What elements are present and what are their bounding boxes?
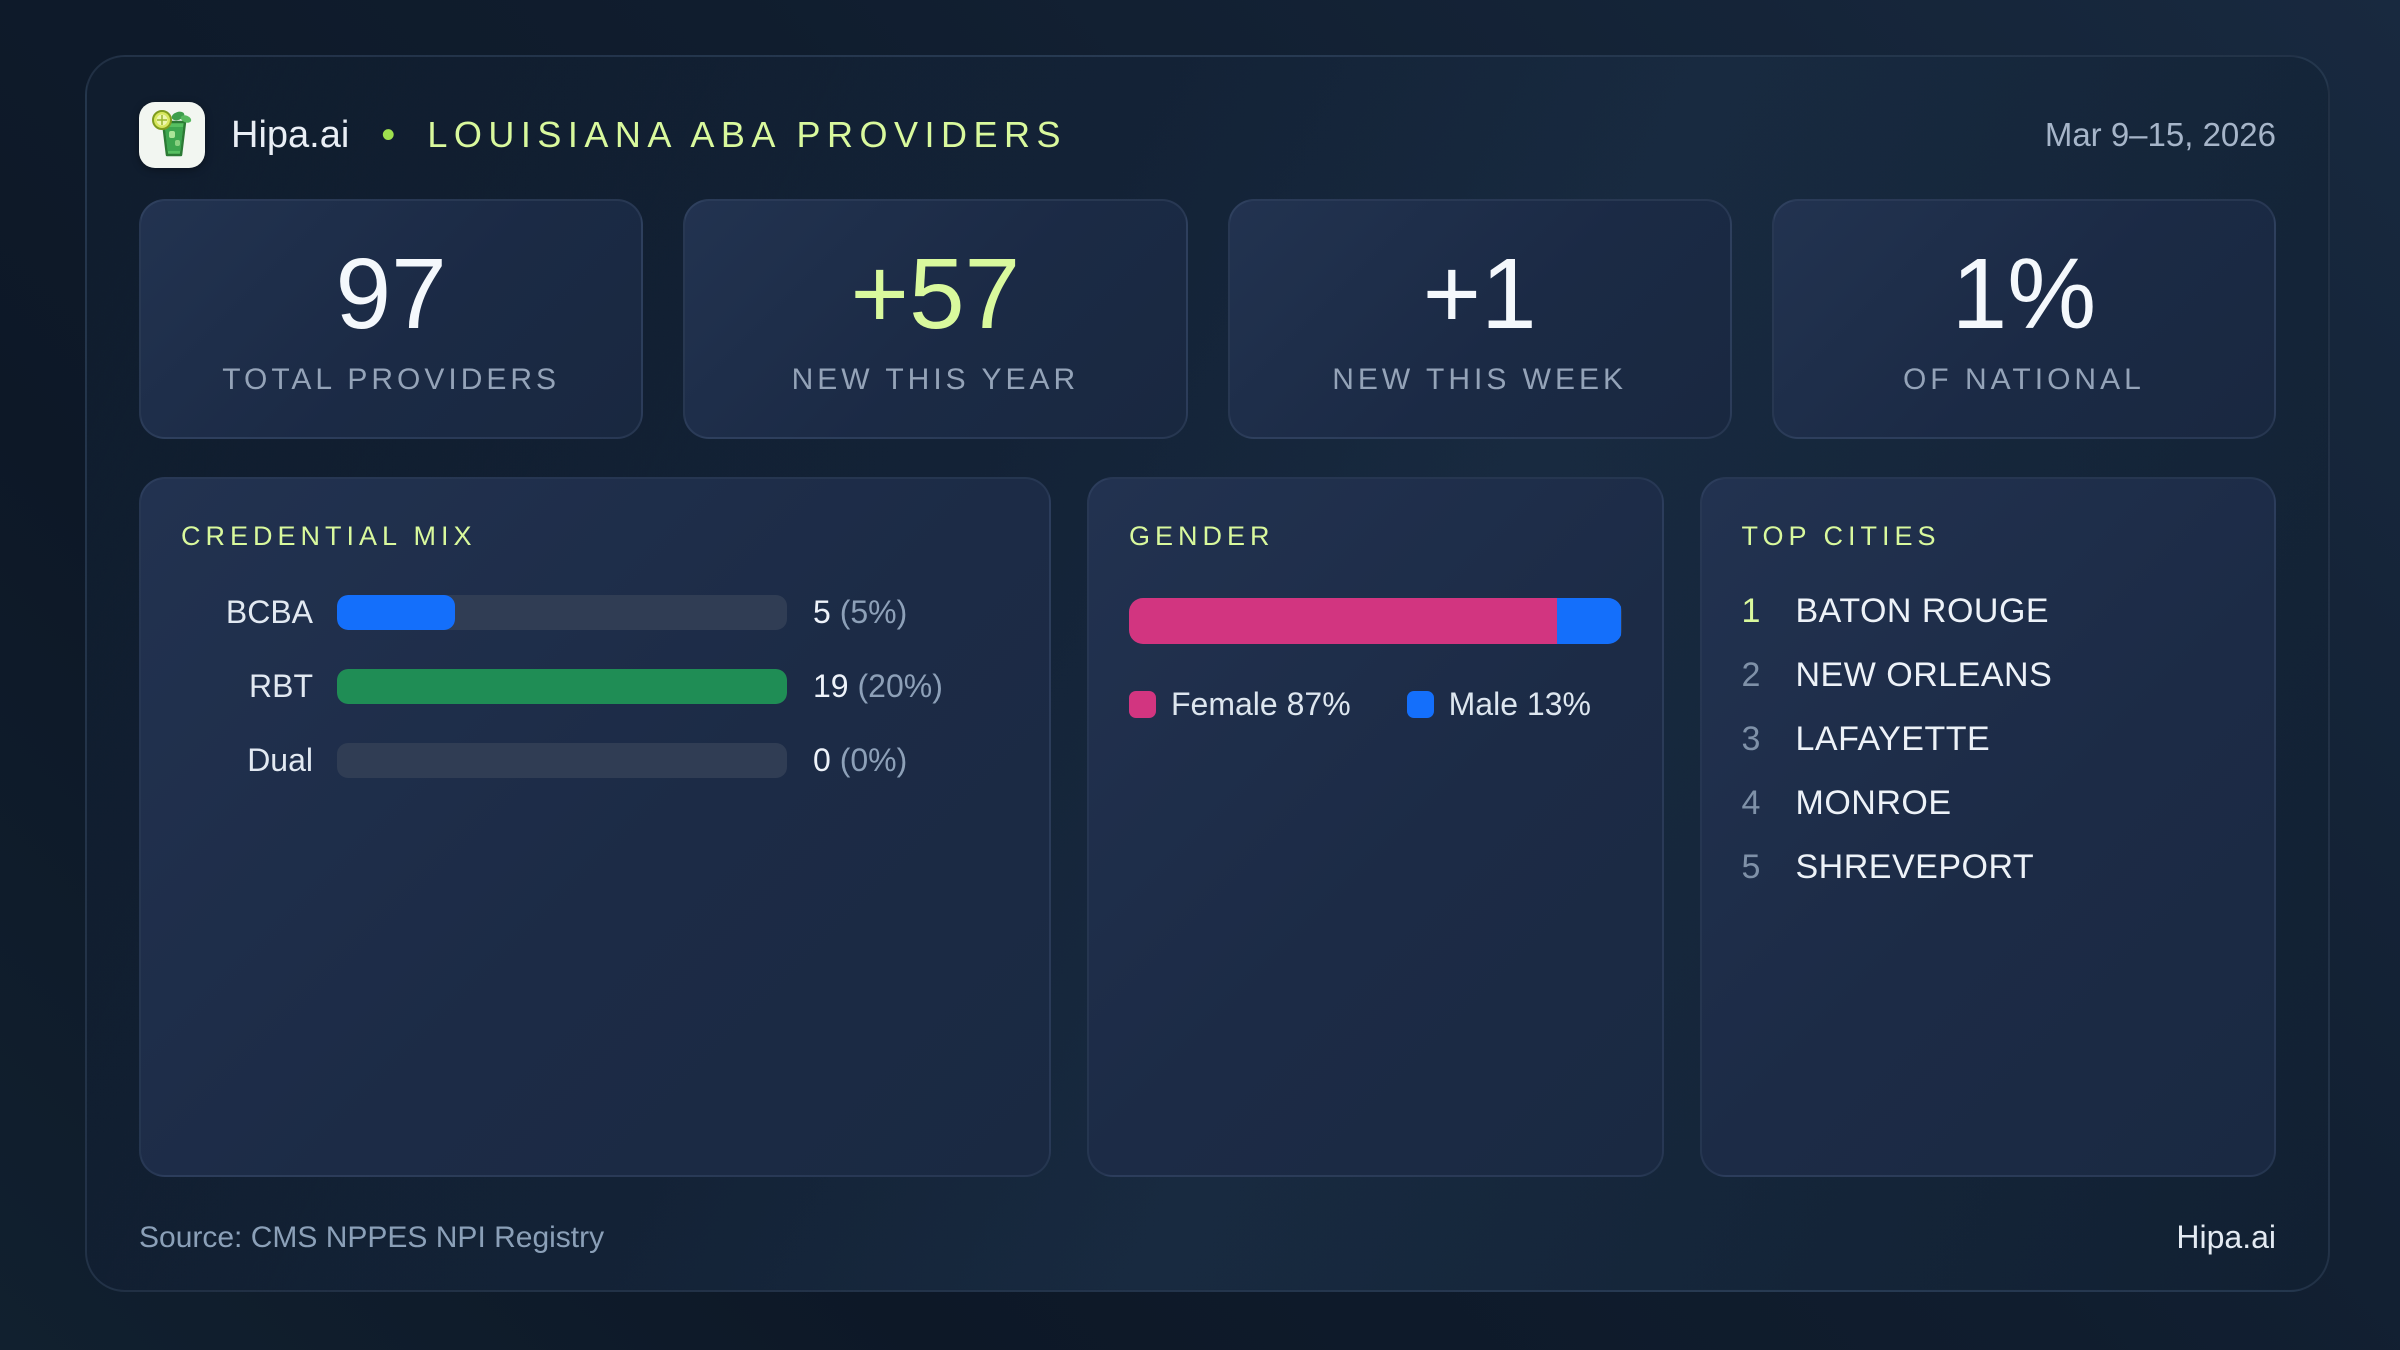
bar-row-dual: Dual 0 (0%) xyxy=(181,742,1009,779)
city-name: MONROE xyxy=(1795,784,1952,822)
date-range: Mar 9–15, 2026 xyxy=(2044,116,2276,153)
stat-label: TOTAL PROVIDERS xyxy=(222,362,561,396)
footer: Source: CMS NPPES NPI Registry Hipa.ai xyxy=(139,1219,2276,1256)
bar-row-rbt: RBT 19 (20%) xyxy=(181,668,1009,705)
legend-label: Female 87% xyxy=(1171,686,1351,722)
bar-value: 0 (0%) xyxy=(813,742,907,779)
stat-card-total-providers: 97 TOTAL PROVIDERS xyxy=(139,199,644,439)
cities-list: 1 BATON ROUGE 2 NEW ORLEANS 3 LAFAYETTE … xyxy=(1742,590,2235,888)
bar-label: BCBA xyxy=(225,594,313,630)
list-item: 5 SHREVEPORT xyxy=(1742,846,2235,888)
credential-mix-panel: CREDENTIAL MIX BCBA 5 (5%) RBT xyxy=(139,477,1051,1177)
bar-track xyxy=(337,595,787,630)
stat-value: 1% xyxy=(1951,237,2097,350)
list-item: 1 BATON ROUGE xyxy=(1742,590,2235,632)
brand-name: Hipa.ai xyxy=(231,113,350,156)
bar-value: 19 (20%) xyxy=(813,668,943,705)
stat-card-of-national: 1% OF NATIONAL xyxy=(1771,199,2276,439)
bar-value: 5 (5%) xyxy=(813,594,907,631)
separator-dot-icon: • xyxy=(381,113,396,157)
list-item: 3 LAFAYETTE xyxy=(1742,718,2235,760)
top-cities-title: TOP CITIES xyxy=(1741,521,1941,551)
city-rank: 3 xyxy=(1741,720,1761,758)
legend-label: Male 13% xyxy=(1448,686,1591,722)
stat-label: NEW THIS WEEK xyxy=(1332,362,1628,396)
gender-stacked-bar xyxy=(1129,598,1622,644)
legend-item-female: Female 87% xyxy=(1129,686,1351,723)
stat-cards-row: 97 TOTAL PROVIDERS +57 NEW THIS YEAR +1 … xyxy=(139,199,2276,439)
stat-value: +1 xyxy=(1422,237,1537,350)
page-title: LOUISIANA ABA PROVIDERS xyxy=(427,114,1067,155)
legend-item-male: Male 13% xyxy=(1406,686,1591,723)
brand-group: Hipa.ai • LOUISIANA ABA PROVIDERS xyxy=(139,102,1067,168)
stat-card-new-this-week: +1 NEW THIS WEEK xyxy=(1227,199,1732,439)
city-rank: 5 xyxy=(1741,848,1761,886)
female-swatch-icon xyxy=(1129,691,1156,718)
gender-panel: GENDER Female 87% Male 13% xyxy=(1087,477,1664,1177)
bar-fill xyxy=(337,595,456,630)
stat-value: +57 xyxy=(850,237,1021,350)
bar-percent: (0%) xyxy=(839,742,908,778)
city-rank: 4 xyxy=(1741,784,1761,822)
bar-fill xyxy=(337,669,787,704)
bar-label: Dual xyxy=(247,742,313,778)
list-item: 2 NEW ORLEANS xyxy=(1742,654,2235,696)
stat-label: NEW THIS YEAR xyxy=(791,362,1080,396)
bar-row-bcba: BCBA 5 (5%) xyxy=(181,594,1009,631)
footer-brand: Hipa.ai xyxy=(2176,1219,2276,1255)
list-item: 4 MONROE xyxy=(1742,782,2235,824)
bar-count: 19 xyxy=(813,668,849,704)
bar-label: RBT xyxy=(249,668,313,704)
city-rank: 1 xyxy=(1741,592,1761,630)
bar-count: 0 xyxy=(813,742,831,778)
panels-row: CREDENTIAL MIX BCBA 5 (5%) RBT xyxy=(139,477,2276,1177)
mojito-glass-icon xyxy=(139,102,205,168)
credential-mix-title: CREDENTIAL MIX xyxy=(181,521,477,551)
source-attribution: Source: CMS NPPES NPI Registry xyxy=(139,1220,605,1254)
city-name: BATON ROUGE xyxy=(1795,592,2050,630)
gender-title: GENDER xyxy=(1129,521,1275,551)
city-name: LAFAYETTE xyxy=(1795,720,1991,758)
bar-track xyxy=(337,669,787,704)
bar-track xyxy=(337,743,787,778)
bar-count: 5 xyxy=(813,594,831,630)
stat-value: 97 xyxy=(335,237,447,350)
header: Hipa.ai • LOUISIANA ABA PROVIDERS Mar 9–… xyxy=(139,101,2276,169)
bar-percent: (20%) xyxy=(857,668,943,704)
male-swatch-icon xyxy=(1406,691,1434,718)
gender-legend: Female 87% Male 13% xyxy=(1129,686,1622,723)
stat-label: OF NATIONAL xyxy=(1902,362,2145,396)
city-name: NEW ORLEANS xyxy=(1795,656,2053,694)
mojito-glass-graphic xyxy=(152,110,192,157)
city-name: SHREVEPORT xyxy=(1795,848,2035,886)
city-rank: 2 xyxy=(1741,656,1761,694)
bar-percent: (5%) xyxy=(839,594,908,630)
credential-bar-chart: BCBA 5 (5%) RBT 19 (20%) D xyxy=(181,594,1009,779)
dashboard-card: Hipa.ai • LOUISIANA ABA PROVIDERS Mar 9–… xyxy=(85,55,2330,1292)
top-cities-panel: TOP CITIES 1 BATON ROUGE 2 NEW ORLEANS 3… xyxy=(1699,477,2276,1177)
stat-card-new-this-year: +57 NEW THIS YEAR xyxy=(683,199,1188,439)
gender-segment-female xyxy=(1129,598,1558,644)
gender-segment-male xyxy=(1557,598,1622,644)
